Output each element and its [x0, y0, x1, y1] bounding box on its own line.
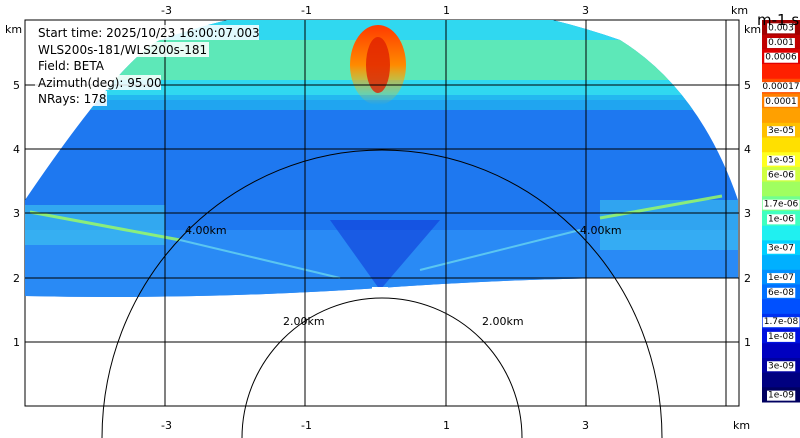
y-tick-left: 2	[13, 272, 20, 285]
y-tick-left: 5	[13, 79, 20, 92]
colorbar-swatch	[762, 181, 800, 197]
colorbar-label: 1.7e-06	[764, 200, 799, 210]
y-unit-left: km	[5, 23, 22, 36]
colorbar-swatch	[762, 255, 800, 271]
start-time-text: Start time: 2025/10/23 16:00:07.003	[38, 26, 260, 40]
x-tick-top: 3	[582, 4, 589, 17]
colorbar-label-bg	[767, 243, 795, 254]
y-axis-left: km 5 4 3 2 1	[5, 23, 22, 349]
y-tick-left: 1	[13, 336, 20, 349]
range-ring-4km	[101, 149, 663, 438]
colorbar-label-bg	[767, 38, 795, 49]
colorbar-label-bg	[767, 390, 796, 401]
azimuth-text: Azimuth(deg): 95.00	[38, 76, 162, 90]
colorbar-label: 0.0001	[765, 97, 797, 107]
station-text: WLS200s-181/WLS200s-181	[38, 43, 207, 57]
colorbar-label-bg	[767, 287, 796, 298]
colorbar-label: 3e-09	[768, 361, 794, 371]
colorbar-label: 1e-06	[768, 214, 794, 224]
x-tick-top: -1	[301, 4, 312, 17]
x-axis-bottom: -3 -1 1 3 km	[161, 419, 750, 432]
x-tick-top: -3	[161, 4, 172, 17]
colorbar-label: 0.001	[768, 38, 794, 48]
y-tick-right: 1	[744, 336, 751, 349]
ring-label-4km-right: 4.00km	[580, 224, 622, 237]
y-tick-left: 4	[13, 143, 20, 156]
colorbar-label: 6e-08	[768, 288, 794, 298]
y-tick-right: 2	[744, 272, 751, 285]
colorbar-label-bg	[767, 126, 795, 137]
y-tick-left: 3	[13, 207, 20, 220]
colorbar-label-bg	[762, 199, 800, 210]
colorbar-label-bg	[767, 273, 795, 284]
colorbar-label: 3e-07	[768, 244, 794, 254]
colorbar-swatch	[762, 137, 800, 153]
colorbar-label-bg	[762, 317, 800, 328]
colorbar-label-bg	[767, 155, 795, 166]
x-axis-top: -3 -1 1 3 km	[161, 4, 748, 17]
x-tick-top: 1	[443, 4, 450, 17]
colorbar-label-bg	[764, 52, 799, 63]
colorbar-label-bg	[761, 82, 800, 93]
colorbar-label: 1e-08	[768, 332, 794, 342]
range-ring-2km	[241, 297, 523, 438]
y-axis-right: km 5 4 3 2 1	[744, 23, 761, 349]
colorbar-label: 3e-05	[768, 126, 794, 136]
colorbar-label: 1.7e-08	[764, 317, 799, 327]
colorbar-label: 6e-06	[768, 170, 794, 180]
colorbar-unit: m-1 sr-1	[757, 11, 800, 29]
colorbar: 0.003 0.001 0.0006 0.00017 0.0001 3e-05 1e-05 6…	[761, 20, 800, 403]
colorbar-swatch	[762, 372, 800, 388]
colorbar-label-bg	[764, 96, 798, 107]
y-tick-right: 4	[744, 143, 751, 156]
colorbar-swatch	[762, 299, 800, 315]
colorbar-label-bg	[767, 214, 796, 225]
x-unit-top: km	[731, 4, 748, 17]
colorbar-label: 1e-07	[768, 273, 794, 283]
ring-label-2km-left: 2.00km	[283, 315, 325, 328]
field-text: Field: BETA	[38, 59, 105, 73]
colorbar-label: 1e-09	[768, 391, 794, 401]
colorbar-label-bg	[767, 170, 796, 181]
scan-sector	[25, 20, 738, 297]
colorbar-swatch	[762, 343, 800, 359]
y-unit-right: km	[744, 23, 761, 36]
x-tick-bottom: 1	[443, 419, 450, 432]
x-tick-bottom: -3	[161, 419, 172, 432]
x-tick-bottom: -1	[301, 419, 312, 432]
scan-info-panel: Start time: 2025/10/23 16:00:07.003 WLS2…	[35, 25, 260, 106]
ring-label-2km-right: 2.00km	[482, 315, 524, 328]
colorbar-label: 1e-05	[768, 156, 794, 166]
colorbar-label: 0.00017	[762, 82, 799, 92]
x-tick-bottom: 3	[582, 419, 589, 432]
ring-label-4km-left: 4.00km	[185, 224, 227, 237]
colorbar-label-bg	[767, 331, 796, 342]
x-unit-bottom: km	[733, 419, 750, 432]
colorbar-label: 0.0006	[765, 53, 797, 63]
colorbar-label-bg	[767, 23, 795, 34]
colorbar-label-bg	[767, 361, 796, 372]
y-tick-right: 3	[744, 207, 751, 220]
colorbar-swatch	[762, 64, 800, 80]
colorbar-label: 0.003	[768, 23, 794, 33]
colorbar-swatch	[762, 108, 800, 124]
range-rings	[101, 149, 663, 438]
y-tick-right: 5	[744, 79, 751, 92]
nrays-text: NRays: 178	[38, 92, 107, 106]
colorbar-swatch	[762, 225, 800, 241]
